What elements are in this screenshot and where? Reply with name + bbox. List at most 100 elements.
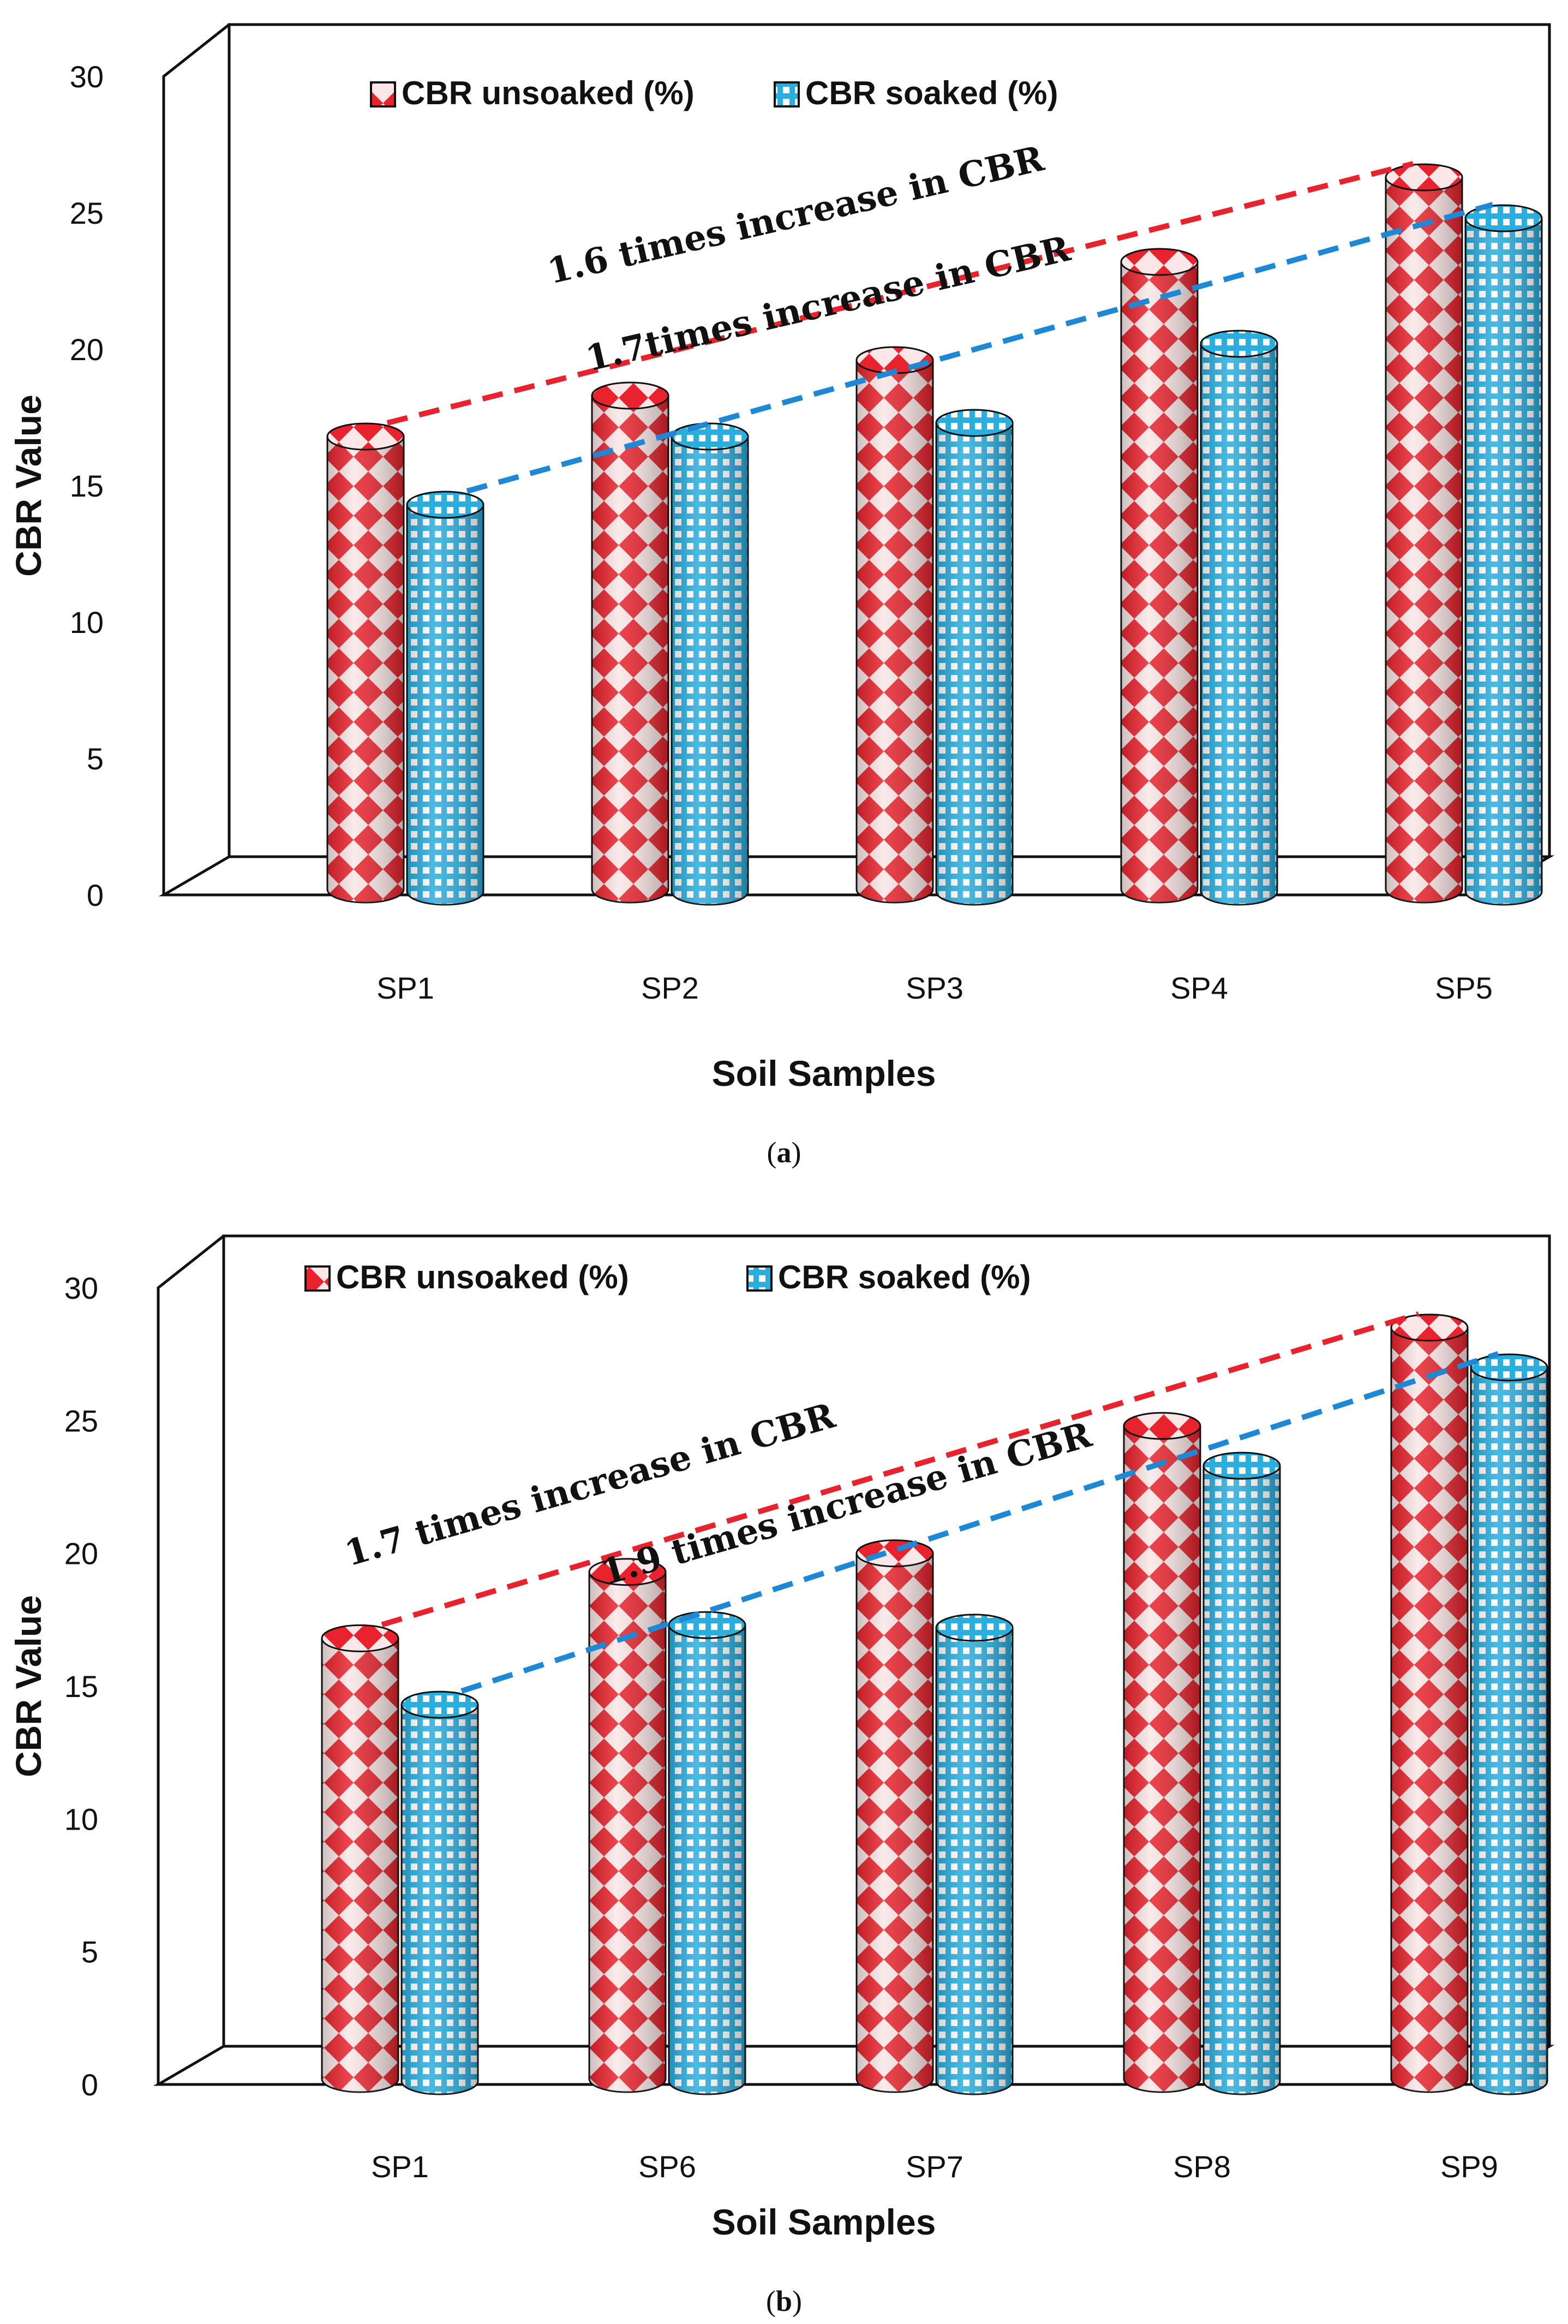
bar-shading (589, 1572, 666, 2092)
bar-unsoaked (855, 346, 934, 904)
trend-line-unsoaked (381, 1311, 1420, 1628)
bar-cap (588, 1558, 667, 1586)
left-wall (162, 23, 230, 895)
bar-cap (1200, 330, 1278, 358)
x-axis-title: Soil Samples (712, 2202, 936, 2242)
bar-shading (1201, 344, 1277, 905)
bar-cap (406, 491, 484, 519)
bar-unsoaked (326, 422, 405, 904)
legend-label-unsoaked: CBR unsoaked (%) (402, 75, 695, 111)
x-tick-label: SP9 (1440, 2149, 1498, 2184)
bar-soaked (935, 1614, 1014, 2095)
bar-soaked (1470, 1353, 1548, 2095)
bar-cap (668, 1611, 746, 1639)
bar-shading (1386, 177, 1462, 903)
bar-unsoaked (588, 1558, 667, 2093)
bar-shading (1121, 262, 1198, 903)
x-tick-label: SP8 (1173, 2149, 1231, 2184)
bar-shading (1471, 1367, 1547, 2094)
bar-shading (857, 1553, 933, 2092)
bar-cap (1120, 248, 1199, 276)
bar-unsoaked (321, 1624, 399, 2093)
y-tick-label: 5 (81, 1935, 98, 1969)
bar-shading (327, 437, 404, 903)
bar-unsoaked (1385, 163, 1463, 904)
bar-cap (321, 1624, 399, 1652)
y-tick-label: 10 (70, 605, 104, 640)
bar-cap (1202, 1451, 1281, 1480)
y-tick-label: 25 (70, 196, 104, 230)
y-axis-title: CBR Value (8, 1595, 49, 1777)
left-wall (157, 1235, 225, 2084)
figure-caption-a: (a) (767, 1136, 801, 1169)
floor (153, 2045, 1555, 2086)
legend-label-soaked: CBR soaked (%) (778, 1259, 1031, 1295)
y-tick-label: 30 (64, 1271, 98, 1305)
bar-cap (671, 422, 749, 451)
y-tick-label: 0 (87, 878, 104, 912)
legend-swatch-unsoaked (304, 1265, 331, 1292)
y-tick-label: 20 (64, 1537, 98, 1571)
x-tick-label: SP7 (906, 2149, 963, 2184)
bar-soaked (935, 409, 1014, 906)
bar-cap (1464, 204, 1543, 232)
bar-soaked (671, 422, 749, 906)
bar-unsoaked (1120, 248, 1199, 904)
bar-shading (402, 1705, 478, 2094)
bar-soaked (1464, 204, 1543, 906)
bar-shading (672, 437, 748, 905)
floor (158, 855, 1555, 897)
bar-cap (1385, 163, 1463, 192)
figure-caption-b: (b) (766, 2285, 802, 2317)
x-tick-label: SP6 (638, 2149, 696, 2184)
bar-shading (322, 1638, 398, 2092)
legend-swatch-soaked (774, 81, 800, 107)
bar-unsoaked (855, 1539, 934, 2093)
caption-letter: a (777, 1136, 792, 1169)
y-tick-label: 10 (64, 1802, 98, 1836)
x-tick-label: SP3 (906, 971, 963, 1005)
bar-soaked (400, 1690, 479, 2095)
bar-unsoaked (591, 381, 669, 904)
trend-line-soaked (466, 202, 1494, 494)
x-tick-label: SP2 (641, 971, 699, 1005)
bar-soaked (1202, 1451, 1281, 2095)
legend-swatch-soaked (746, 1265, 773, 1292)
bar-unsoaked (1123, 1412, 1201, 2093)
bar-cap (400, 1690, 479, 1719)
legend-label-soaked: CBR soaked (%) (805, 75, 1058, 111)
bar-shading (1124, 1426, 1200, 2092)
x-tick-label: SP4 (1170, 971, 1228, 1005)
trend-line-unsoaked (386, 161, 1414, 426)
y-tick-label: 5 (87, 742, 104, 776)
bar-shading (1204, 1466, 1280, 2094)
x-tick-label: SP1 (371, 2149, 429, 2184)
y-axis-title: CBR Value (8, 395, 49, 577)
bar-shading (857, 360, 933, 903)
x-tick-label: SP5 (1435, 971, 1493, 1005)
y-tick-label: 15 (70, 469, 104, 503)
bar-shading (407, 505, 483, 905)
bar-soaked (1200, 330, 1278, 906)
trend-line-soaked (460, 1351, 1499, 1694)
bar-unsoaked (1390, 1313, 1469, 2093)
bar-shading (592, 396, 668, 903)
bar-soaked (668, 1611, 746, 2095)
y-tick-label: 15 (64, 1669, 98, 1704)
x-tick-label: SP1 (376, 971, 434, 1005)
back-wall (228, 23, 1551, 857)
legend-swatch-unsoaked (370, 81, 396, 107)
legend-label-unsoaked: CBR unsoaked (%) (336, 1259, 629, 1295)
bar-cap (935, 1614, 1014, 1642)
y-tick-label: 30 (70, 59, 104, 94)
y-tick-label: 0 (81, 2068, 98, 2102)
bar-cap (591, 381, 669, 410)
bar-cap (1390, 1313, 1469, 1342)
bar-cap (326, 422, 405, 451)
bar-shading (1465, 218, 1542, 905)
bar-shading (936, 423, 1013, 905)
y-tick-label: 20 (70, 332, 104, 367)
